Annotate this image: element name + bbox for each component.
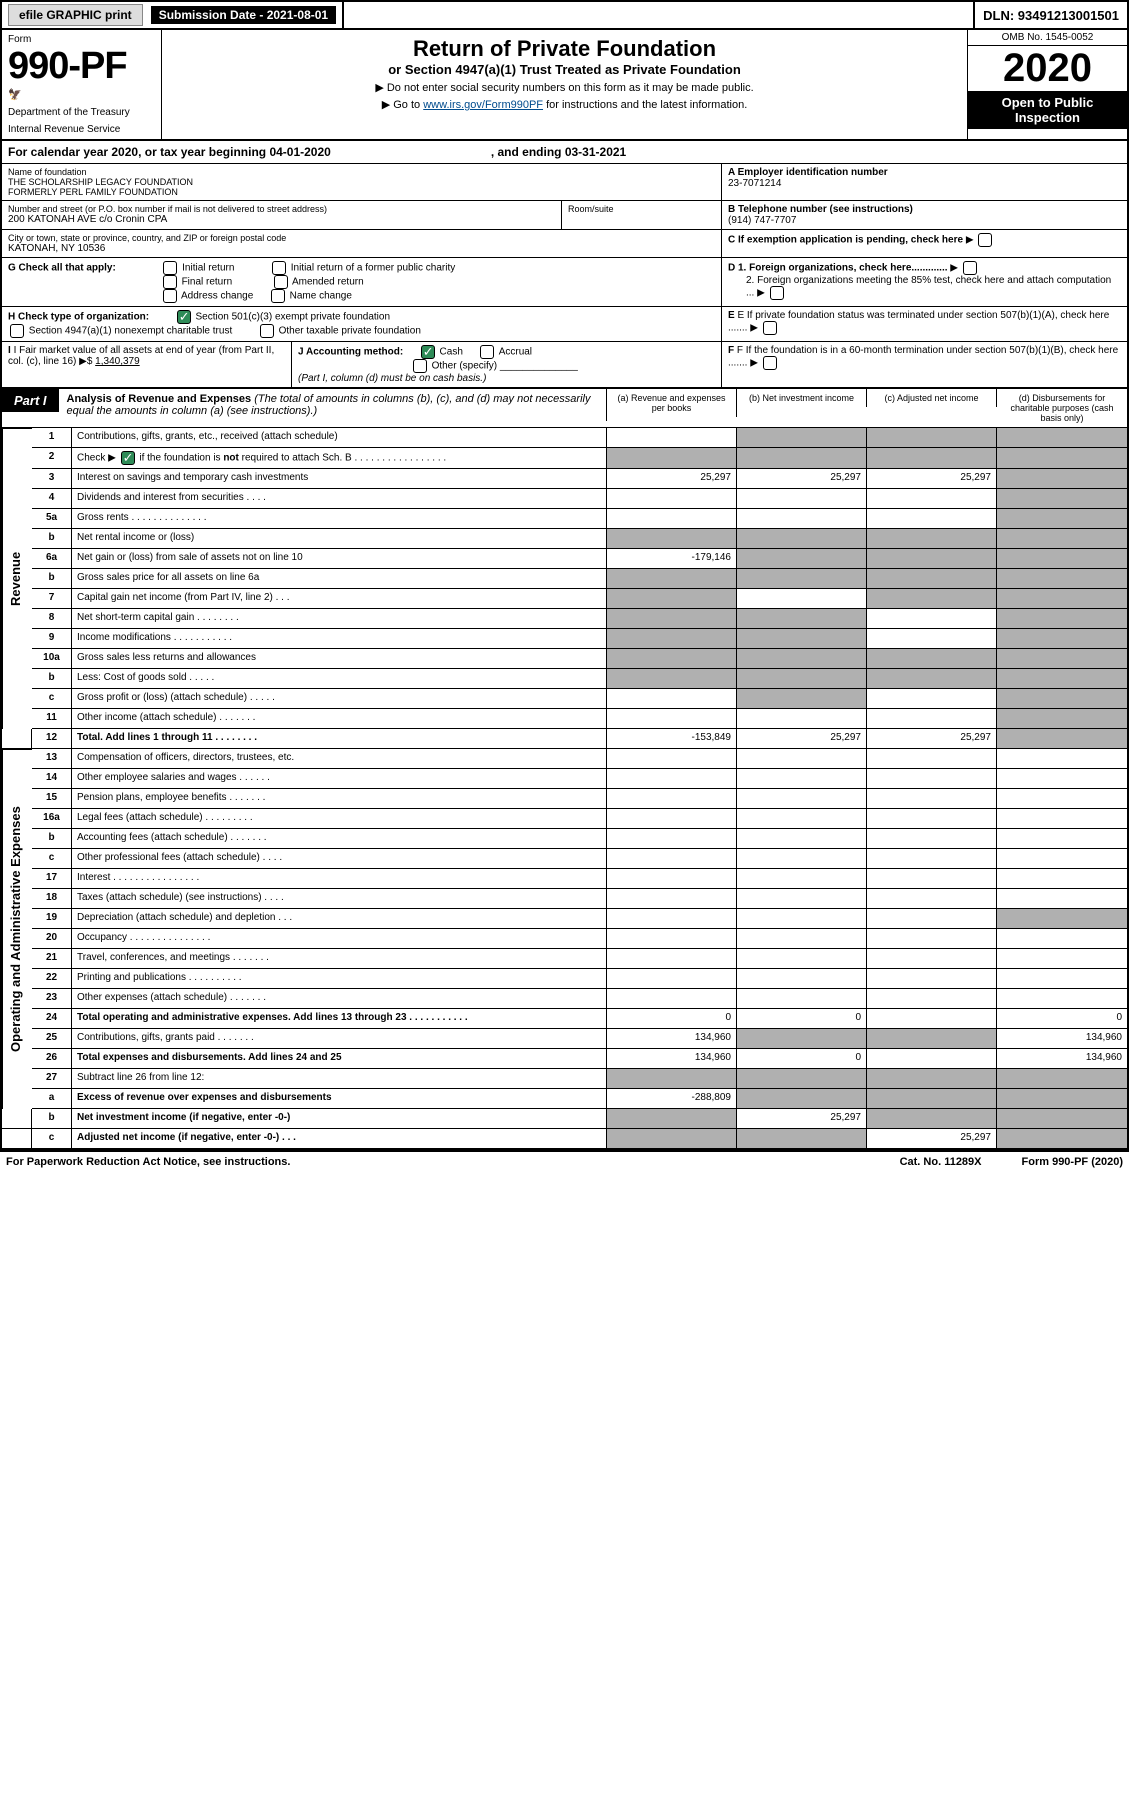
part1-header: Part I Analysis of Revenue and Expenses … bbox=[2, 388, 1127, 428]
name-cell: Name of foundation THE SCHOLARSHIP LEGAC… bbox=[2, 164, 722, 200]
city-cell: City or town, state or province, country… bbox=[2, 230, 722, 257]
efile-button[interactable]: efile GRAPHIC print bbox=[8, 4, 143, 26]
g2-checkbox[interactable] bbox=[163, 275, 177, 289]
id-row-2: Number and street (or P.O. box number if… bbox=[2, 201, 1127, 230]
h3-checkbox[interactable] bbox=[260, 324, 274, 338]
form-number: 990-PF bbox=[8, 45, 155, 88]
open-inspection: Open to Public Inspection bbox=[968, 91, 1127, 129]
year-box: OMB No. 1545-0052 2020 Open to Public In… bbox=[967, 30, 1127, 139]
h1-checkbox[interactable] bbox=[177, 310, 191, 324]
irs: Internal Revenue Service bbox=[8, 124, 155, 135]
col-a-hdr: (a) Revenue and expenses per books bbox=[607, 389, 737, 417]
submission-date: Submission Date - 2021-08-01 bbox=[151, 6, 336, 24]
g3-checkbox[interactable] bbox=[163, 289, 177, 303]
expenses-side: Operating and Administrative Expenses bbox=[2, 749, 32, 1109]
footer-mid: Cat. No. 11289X bbox=[900, 1156, 982, 1168]
form-number-box: Form 990-PF 🦅 Department of the Treasury… bbox=[2, 30, 162, 139]
j-accrual-checkbox[interactable] bbox=[480, 345, 494, 359]
g6-checkbox[interactable] bbox=[271, 289, 285, 303]
topbar-left: efile GRAPHIC print Submission Date - 20… bbox=[2, 2, 344, 28]
e-cell: E E If private foundation status was ter… bbox=[722, 307, 1127, 341]
addr-cell: Number and street (or P.O. box number if… bbox=[2, 201, 562, 229]
part1-tag: Part I bbox=[2, 389, 59, 412]
g4-checkbox[interactable] bbox=[272, 261, 286, 275]
j-cell: J Accounting method: Cash Accrual Other … bbox=[292, 342, 722, 387]
j-other-checkbox[interactable] bbox=[413, 359, 427, 373]
col-d-hdr: (d) Disbursements for charitable purpose… bbox=[997, 389, 1127, 427]
g-cell: G Check all that apply: Initial return I… bbox=[2, 258, 722, 306]
c-checkbox[interactable] bbox=[978, 233, 992, 247]
g5-checkbox[interactable] bbox=[274, 275, 288, 289]
d1-checkbox[interactable] bbox=[963, 261, 977, 275]
form-label: Form bbox=[8, 34, 155, 45]
header-title: Return of Private Foundation or Section … bbox=[162, 30, 967, 139]
f-checkbox[interactable] bbox=[763, 356, 777, 370]
col-b-hdr: (b) Net investment income bbox=[737, 389, 867, 407]
col-c-hdr: (c) Adjusted net income bbox=[867, 389, 997, 407]
year: 2020 bbox=[968, 46, 1127, 91]
e-checkbox[interactable] bbox=[763, 321, 777, 335]
d2-checkbox[interactable] bbox=[770, 286, 784, 300]
revenue-side: Revenue bbox=[2, 428, 32, 729]
dln: DLN: 93491213001501 bbox=[973, 2, 1127, 28]
d-cell: D 1. Foreign organizations, check here..… bbox=[722, 258, 1127, 306]
title-2: or Section 4947(a)(1) Trust Treated as P… bbox=[172, 62, 957, 77]
omb: OMB No. 1545-0052 bbox=[968, 30, 1127, 46]
c-cell: C If exemption application is pending, c… bbox=[722, 230, 1127, 257]
g1-checkbox[interactable] bbox=[163, 261, 177, 275]
h2-checkbox[interactable] bbox=[10, 324, 24, 338]
i-cell: I I Fair market value of all assets at e… bbox=[2, 342, 292, 387]
header: Form 990-PF 🦅 Department of the Treasury… bbox=[2, 30, 1127, 141]
form-page: efile GRAPHIC print Submission Date - 20… bbox=[0, 0, 1129, 1151]
f-cell: F F If the foundation is in a 60-month t… bbox=[722, 342, 1127, 387]
note-1: ▶ Do not enter social security numbers o… bbox=[172, 81, 957, 94]
id-row-i-j-f: I I Fair market value of all assets at e… bbox=[2, 342, 1127, 388]
title-1: Return of Private Foundation bbox=[172, 36, 957, 62]
part1-title: Analysis of Revenue and Expenses (The to… bbox=[59, 389, 607, 421]
dept: Department of the Treasury bbox=[8, 107, 155, 118]
id-row-1: Name of foundation THE SCHOLARSHIP LEGAC… bbox=[2, 164, 1127, 201]
h-cell: H Check type of organization: Section 50… bbox=[2, 307, 722, 341]
irs-seal-icon: 🦅 bbox=[8, 88, 155, 101]
note-2: ▶ Go to www.irs.gov/Form990PF for instru… bbox=[172, 98, 957, 111]
topbar: efile GRAPHIC print Submission Date - 20… bbox=[2, 2, 1127, 30]
footer-right: Form 990-PF (2020) bbox=[1022, 1156, 1123, 1168]
id-row-g-d: G Check all that apply: Initial return I… bbox=[2, 258, 1127, 307]
ein-cell: A Employer identification number 23-7071… bbox=[722, 164, 1127, 200]
id-row-3: City or town, state or province, country… bbox=[2, 230, 1127, 258]
irs-link[interactable]: www.irs.gov/Form990PF bbox=[423, 99, 543, 111]
j-cash-checkbox[interactable] bbox=[421, 345, 435, 359]
footer: For Paperwork Reduction Act Notice, see … bbox=[0, 1151, 1129, 1172]
tel-cell: B Telephone number (see instructions) (9… bbox=[722, 201, 1127, 229]
calendar-year: For calendar year 2020, or tax year begi… bbox=[2, 141, 1127, 164]
part1-grid: Revenue 1Contributions, gifts, grants, e… bbox=[2, 428, 1127, 1149]
room-cell: Room/suite bbox=[562, 201, 722, 229]
id-row-h-e: H Check type of organization: Section 50… bbox=[2, 307, 1127, 342]
footer-left: For Paperwork Reduction Act Notice, see … bbox=[6, 1156, 290, 1168]
schb-checkbox[interactable] bbox=[121, 451, 135, 465]
